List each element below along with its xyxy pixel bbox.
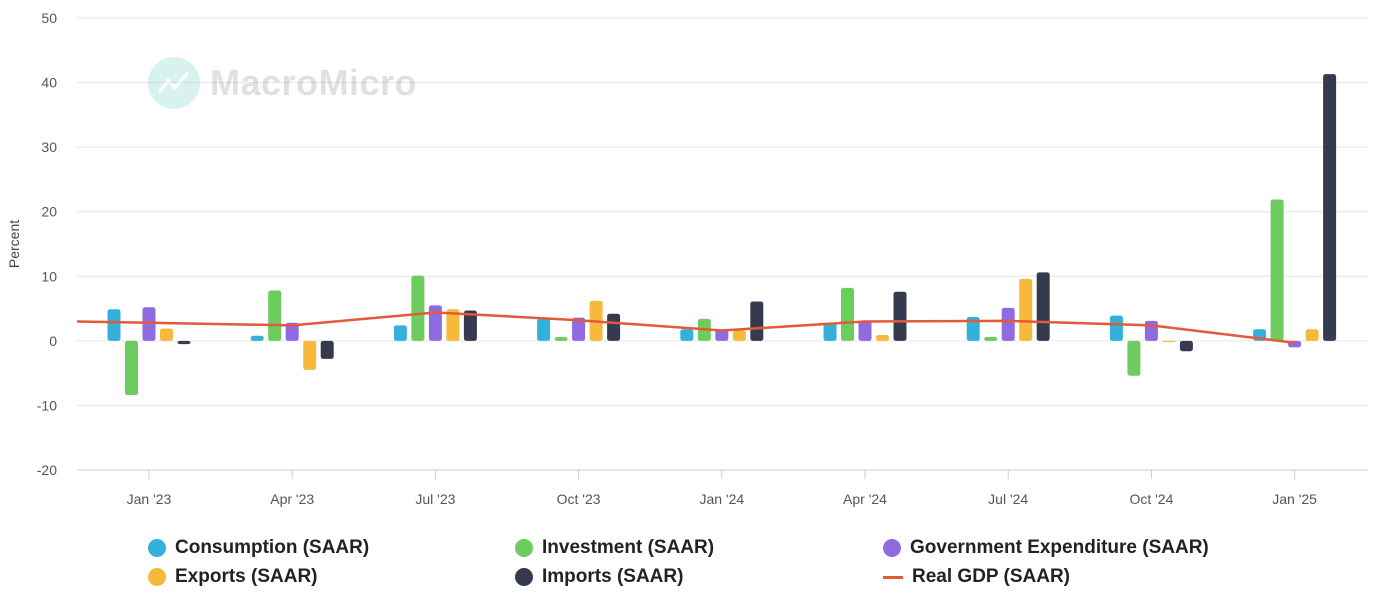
legend-dot-swatch [148,539,166,557]
x-tick-label: Jan '24 [699,491,744,507]
legend-label: Investment (SAAR) [542,537,715,558]
x-tick-label: Jul '24 [988,491,1028,507]
bar [984,336,998,341]
y-tick-label: 30 [41,139,57,155]
x-axis-ticks: Jan '23 Apr '23 Jul '23 Oct '23 Jan '24 Apr '… [127,470,1317,507]
bar [572,317,586,341]
y-axis-title: Percent [6,220,22,268]
bar [142,307,156,341]
y-tick-label: 20 [41,204,57,220]
x-tick-label: Oct '23 [557,491,601,507]
bar [1144,320,1158,341]
bar [841,287,854,341]
legend-item[interactable]: Investment (SAAR) [515,535,714,561]
bar [1001,307,1015,341]
legend-dot-swatch [515,568,533,586]
bar [715,329,729,341]
x-tick-label: Oct '24 [1129,491,1173,507]
legend-item[interactable]: Government Expenditure (SAAR) [883,535,1209,561]
x-tick-label: Jan '25 [1272,491,1317,507]
legend-item[interactable]: Real GDP (SAAR) [883,564,1070,590]
bar [107,309,121,341]
bar [268,290,282,341]
watermark-text: MacroMicro [210,62,418,103]
x-tick-label: Jul '23 [415,491,455,507]
bar [858,320,872,341]
bar [1162,340,1176,343]
x-tick-label: Jan '23 [127,491,172,507]
bar [732,330,746,341]
legend-dot-swatch [515,539,533,557]
bar [411,275,425,341]
legend-item[interactable]: Consumption (SAAR) [148,535,369,561]
bar [1270,199,1284,341]
legend-label: Exports (SAAR) [175,566,318,587]
bar [966,316,980,341]
bar [1179,340,1193,352]
bar [446,309,460,341]
bar [463,310,477,341]
bar [876,335,889,341]
x-tick-label: Apr '23 [270,491,314,507]
y-tick-label: 0 [49,333,57,349]
legend-item[interactable]: Imports (SAAR) [515,564,683,590]
y-tick-label: 50 [41,10,57,26]
y-tick-label: -20 [37,462,57,478]
bar [285,322,299,341]
legend-label: Imports (SAAR) [542,566,684,587]
line-path [76,311,1295,345]
bar [680,329,694,341]
line-series [76,311,1295,345]
x-tick-label: Apr '24 [843,491,887,507]
bar [303,340,317,370]
legend-label: Consumption (SAAR) [175,537,370,558]
bar [428,305,442,341]
bar [607,313,621,341]
bar [750,301,764,341]
y-tick-label: 40 [41,75,57,91]
bar [250,335,264,341]
y-axis-ticks: 50 40 30 20 10 0 -10 -20 [37,10,57,478]
bar [393,325,407,341]
bar [537,318,551,341]
legend-item[interactable]: Exports (SAAR) [148,564,318,590]
bar [320,340,334,359]
legend-dot-swatch [883,539,901,557]
legend-dot-swatch [148,568,166,586]
legend-line-swatch [883,575,903,579]
bars [107,74,1337,396]
bar [1019,278,1033,341]
bar [125,340,138,396]
bar [1036,272,1050,341]
chart-plot: 50 40 30 20 10 0 -10 -20 Jan '23 Apr '23 Jul '23 O… [6,10,1368,507]
bar [1323,74,1337,341]
bar [177,340,191,345]
bar [160,328,173,341]
legend: Consumption (SAAR) Investment (SAAR) Gover… [0,532,1383,592]
bar [1127,340,1141,376]
bar [554,336,568,341]
watermark-logo: MacroMicro [148,57,417,109]
y-tick-label: -10 [37,397,57,413]
y-tick-label: 10 [41,268,57,284]
bar [1109,315,1123,341]
legend-label: Real GDP (SAAR) [912,566,1071,587]
chart-line-icon [148,57,200,109]
legend-label: Government Expenditure (SAAR) [910,537,1209,558]
bar [1305,329,1319,341]
bar [823,322,837,341]
bar [893,291,907,341]
